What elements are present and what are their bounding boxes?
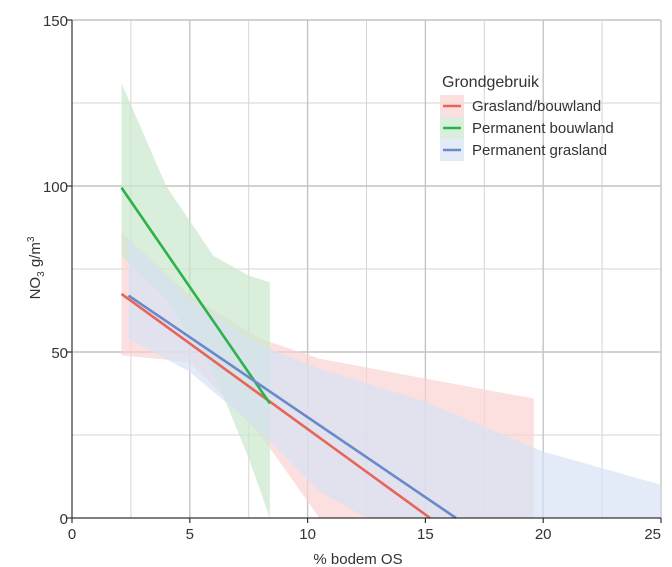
legend-label: Permanent bouwland <box>472 120 614 137</box>
confidence-band-3 <box>128 239 661 518</box>
y-tick-label: 50 <box>51 345 68 362</box>
series-lines <box>120 186 457 520</box>
x-tick-labels: 0 5 10 15 20 25 <box>68 526 661 543</box>
y-tick-label: 150 <box>43 13 68 30</box>
legend: Grondgebruik Grasland/bouwland Permanent … <box>440 74 614 167</box>
x-tick-label: 20 <box>535 526 552 543</box>
x-tick-label: 15 <box>417 526 434 543</box>
x-tick-label: 10 <box>299 526 316 543</box>
x-tick-label: 25 <box>644 526 661 543</box>
y-tick-label: 0 <box>60 511 68 528</box>
confidence-band-2 <box>121 83 270 518</box>
series-line-2 <box>120 186 271 405</box>
legend-title: Grondgebruik <box>442 74 540 91</box>
y-axis-title: NO3 g/m3 <box>26 236 47 299</box>
legend-items: Grasland/bouwland Permanent bouwland Perma… <box>440 94 614 167</box>
legend-label: Permanent grasland <box>472 142 607 159</box>
y-tick-label: 100 <box>43 179 68 196</box>
legend-label: Grasland/bouwland <box>472 98 601 115</box>
y-tick-labels: 0 50 100 150 <box>43 13 68 528</box>
x-tick-label: 0 <box>68 526 76 543</box>
x-axis-title: % bodem OS <box>313 551 402 567</box>
series-line-3 <box>127 294 457 520</box>
confidence-bands <box>121 83 661 518</box>
series-line-1 <box>120 292 431 520</box>
x-tick-label: 5 <box>186 526 194 543</box>
axes <box>66 19 662 523</box>
